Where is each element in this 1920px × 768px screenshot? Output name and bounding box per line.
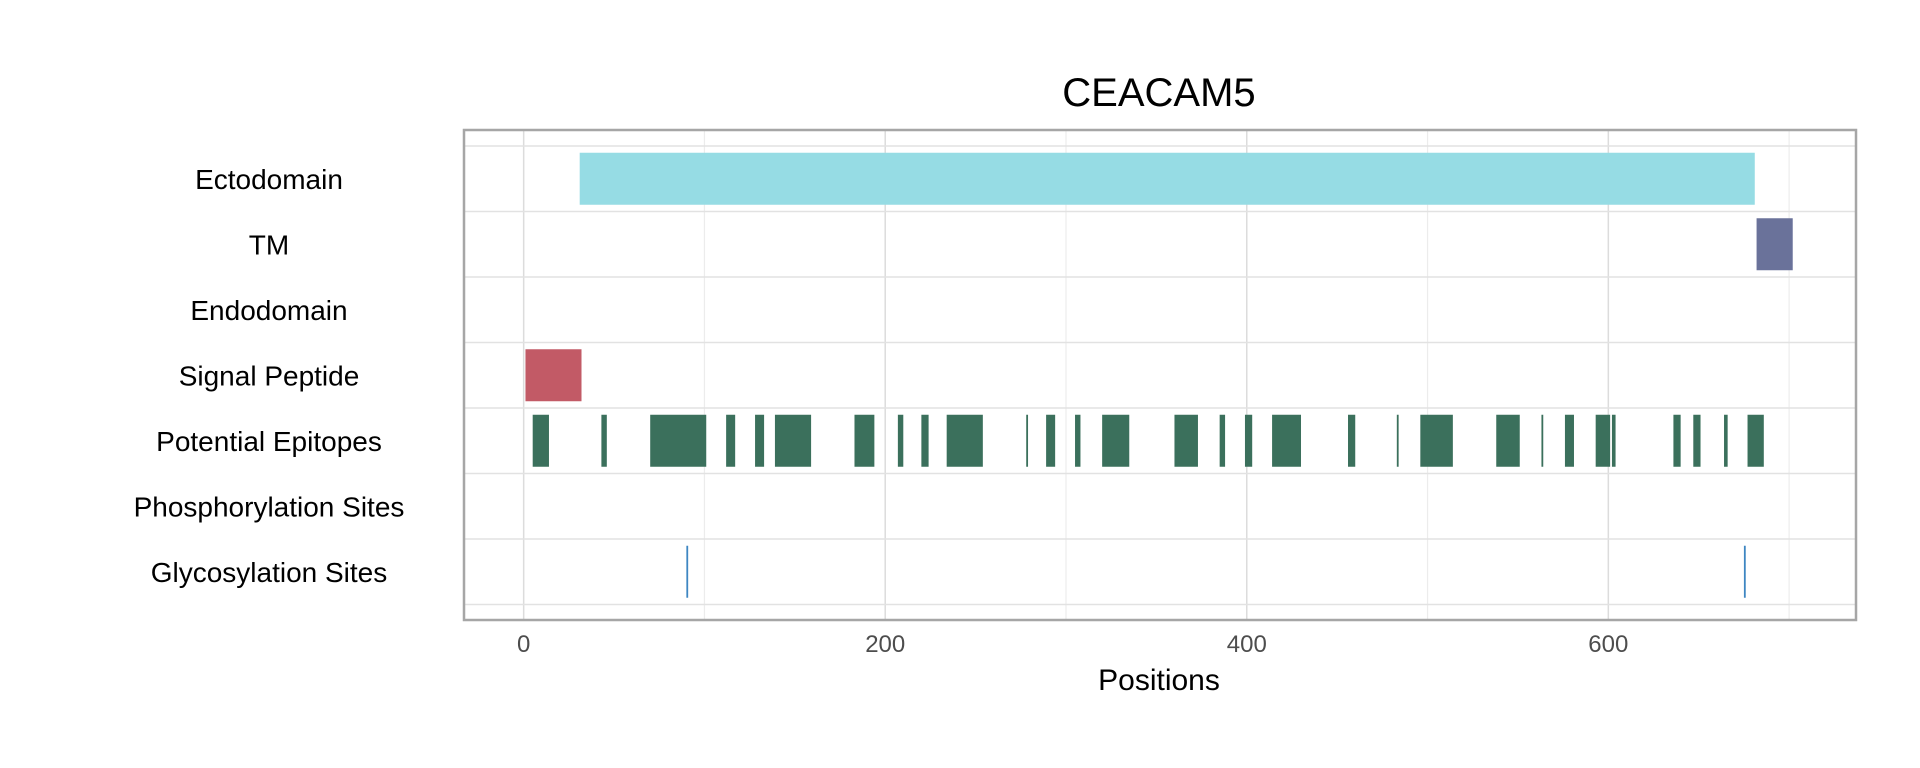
bar-potential-epitopes bbox=[1272, 414, 1302, 467]
bar-potential-epitopes bbox=[1420, 414, 1453, 467]
track-label: Ectodomain bbox=[195, 164, 343, 195]
track-label: TM bbox=[249, 229, 289, 260]
bar-glycosylation-sites bbox=[686, 545, 689, 598]
bar-potential-epitopes bbox=[897, 414, 904, 467]
track-label: Glycosylation Sites bbox=[151, 557, 388, 588]
track-label: Phosphorylation Sites bbox=[134, 491, 405, 522]
bar-potential-epitopes bbox=[650, 414, 707, 467]
grid-lines bbox=[464, 130, 1856, 620]
bar-potential-epitopes bbox=[1693, 414, 1701, 467]
bar-potential-epitopes bbox=[1026, 414, 1029, 467]
x-tick-label: 200 bbox=[865, 631, 905, 658]
bar-potential-epitopes bbox=[1075, 414, 1081, 467]
x-tick-label: 0 bbox=[517, 631, 530, 658]
bar-potential-epitopes bbox=[1244, 414, 1253, 467]
bar-potential-epitopes bbox=[1046, 414, 1056, 467]
bar-potential-epitopes bbox=[1724, 414, 1728, 467]
bar-glycosylation-sites bbox=[1743, 545, 1746, 598]
x-tick-label: 400 bbox=[1227, 631, 1267, 658]
bar-potential-epitopes bbox=[726, 414, 736, 467]
bar-potential-epitopes bbox=[601, 414, 607, 467]
track-label: Potential Epitopes bbox=[156, 426, 382, 457]
bar-potential-epitopes bbox=[1747, 414, 1764, 467]
bar-ectodomain bbox=[579, 152, 1755, 205]
bar-potential-epitopes bbox=[1595, 414, 1611, 467]
bar-potential-epitopes bbox=[1396, 414, 1399, 467]
bar-potential-epitopes bbox=[1611, 414, 1616, 467]
plot-panel-border bbox=[462, 128, 1858, 622]
bar-potential-epitopes bbox=[946, 414, 983, 467]
bar-potential-epitopes bbox=[1174, 414, 1198, 467]
chart-title: CEACAM5 bbox=[1062, 71, 1255, 115]
bar-tm bbox=[1756, 218, 1793, 271]
bar-potential-epitopes bbox=[1348, 414, 1356, 467]
bar-potential-epitopes bbox=[755, 414, 765, 467]
x-axis-label: Positions bbox=[1098, 664, 1220, 697]
track-label: Signal Peptide bbox=[179, 360, 360, 391]
x-tick-label: 600 bbox=[1588, 631, 1628, 658]
track-labels: Ectodomain TM Endodomain Signal Peptide Pote… bbox=[134, 164, 405, 588]
feature-bars bbox=[525, 152, 1793, 598]
bar-potential-epitopes bbox=[854, 414, 875, 467]
bar-potential-epitopes bbox=[1541, 414, 1544, 467]
x-tick-labels: 0 200 400 600 bbox=[517, 631, 1628, 658]
bar-potential-epitopes bbox=[1564, 414, 1574, 467]
track-label: Endodomain bbox=[190, 295, 347, 326]
bar-potential-epitopes bbox=[774, 414, 812, 467]
bar-potential-epitopes bbox=[1102, 414, 1130, 467]
bar-potential-epitopes bbox=[1219, 414, 1226, 467]
bar-potential-epitopes bbox=[532, 414, 549, 467]
bar-signal-peptide bbox=[525, 349, 582, 402]
bar-potential-epitopes bbox=[921, 414, 929, 467]
bar-potential-epitopes bbox=[1673, 414, 1681, 467]
bar-potential-epitopes bbox=[1496, 414, 1520, 467]
